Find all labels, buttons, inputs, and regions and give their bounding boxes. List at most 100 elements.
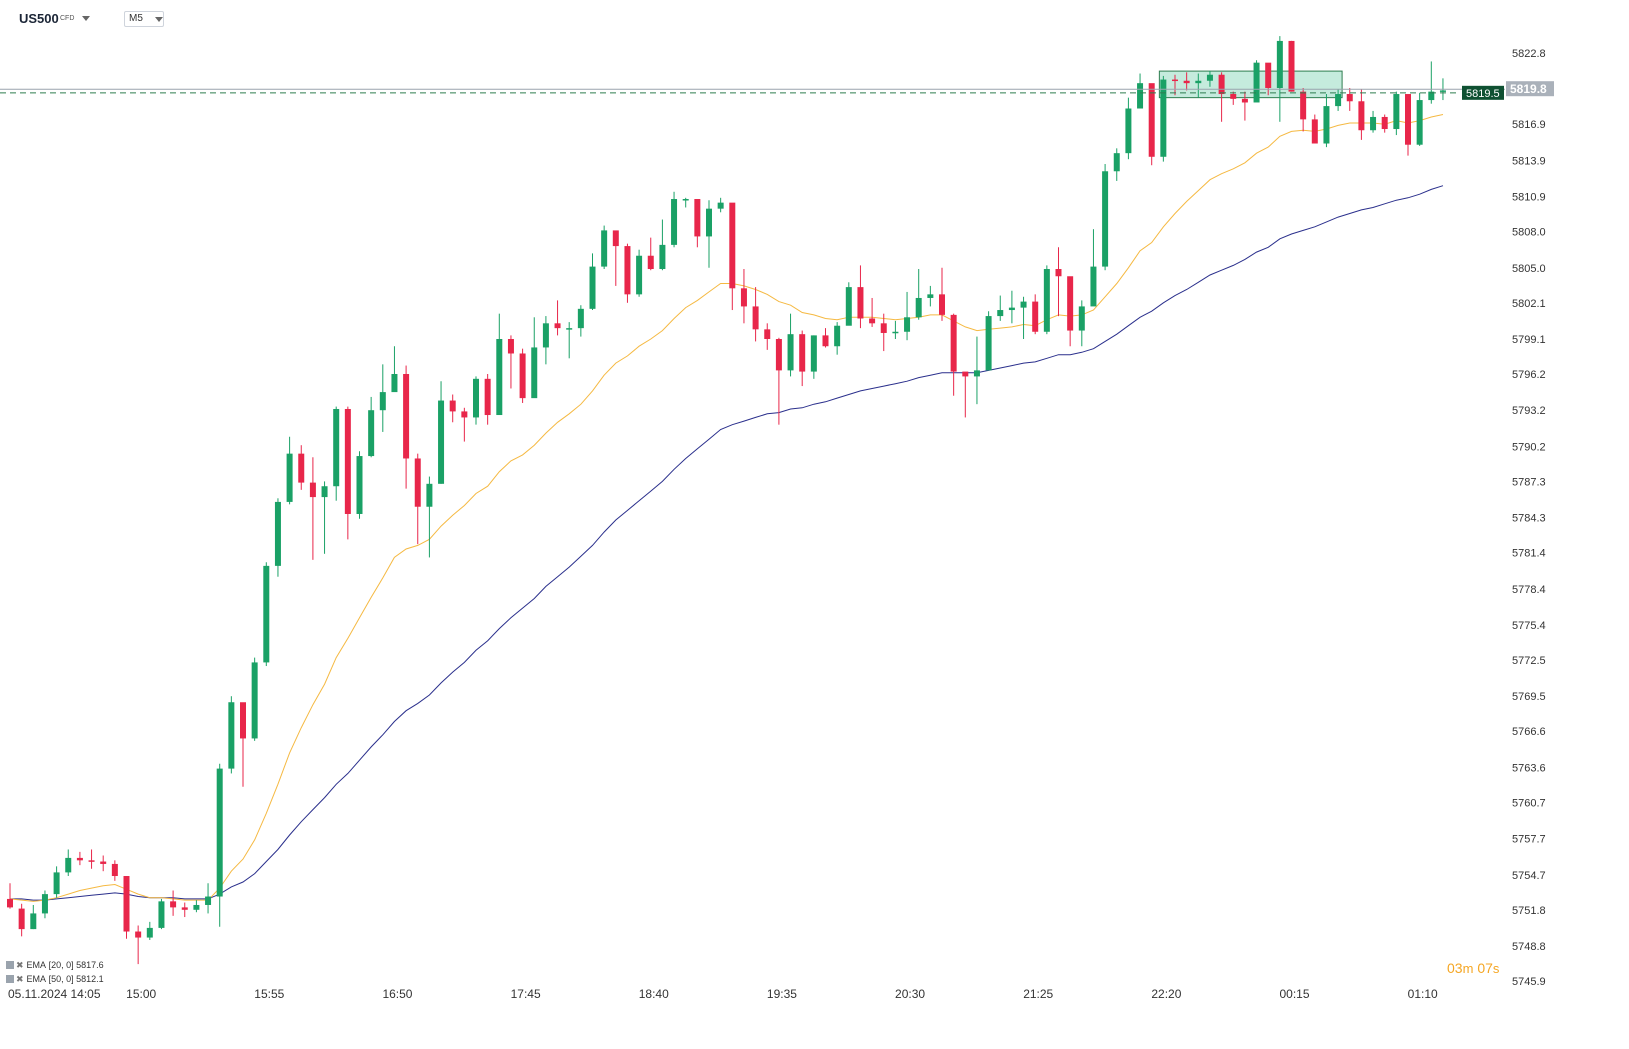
candle-body	[344, 408, 351, 514]
candle	[53, 866, 60, 898]
candle-body	[997, 310, 1004, 317]
candle-body	[717, 202, 724, 209]
candle	[76, 851, 83, 866]
x-tick-label: 00:15	[1280, 987, 1310, 1001]
candle	[228, 696, 235, 774]
chevron-down-icon	[155, 17, 163, 22]
candle	[694, 199, 701, 248]
candle	[1311, 114, 1318, 144]
symbol-label[interactable]: US500	[19, 11, 59, 26]
candle	[787, 313, 794, 377]
candle-body	[1206, 74, 1213, 81]
y-tick-label: 5808.0	[1512, 227, 1546, 239]
candle	[601, 225, 608, 270]
candle	[1137, 73, 1144, 109]
candle	[1172, 74, 1178, 96]
candle-body	[1335, 94, 1342, 107]
countdown-seconds-unit: s	[1492, 961, 1500, 976]
candle-body	[566, 328, 573, 330]
candle-body	[65, 857, 72, 873]
candle-body	[869, 318, 876, 324]
candle-body	[752, 306, 759, 330]
candle-body	[1195, 80, 1202, 84]
candle-body	[624, 246, 631, 295]
candle	[496, 313, 503, 416]
candle-body	[927, 294, 934, 298]
y-axis: 5822.8 5819.8 5816.9 5813.9 5810.9 5808.0 5805…	[1512, 48, 1546, 988]
candle-body	[764, 329, 771, 340]
close-icon[interactable]: ✖	[16, 974, 24, 984]
y-tick-label: 5745.9	[1512, 976, 1546, 988]
indicator-params: [20, 0]	[48, 960, 74, 970]
indicator-name: EMA	[26, 960, 47, 970]
indicator-legend-ema20[interactable]: ✖ EMA [20, 0] 5817.6	[6, 960, 104, 971]
bid-tag-label: 5819.5	[1466, 88, 1500, 100]
indicator-value: 5817.6	[76, 960, 104, 970]
candle-body	[729, 202, 736, 289]
candle	[240, 702, 246, 787]
instrument-type-label: CFD	[60, 15, 75, 22]
candle-body	[531, 347, 538, 399]
candle-body	[950, 314, 957, 372]
y-tick-label: 5805.0	[1512, 263, 1546, 275]
x-tick-label: 17:45	[511, 987, 541, 1001]
ema20-line	[9, 114, 1444, 902]
x-tick-label: 18:40	[639, 987, 669, 1001]
indicator-icon	[6, 961, 14, 969]
candle	[333, 406, 340, 501]
candle-body	[216, 768, 223, 897]
candle-body	[507, 339, 514, 354]
y-tick-label: 5784.3	[1512, 513, 1546, 525]
candle	[1183, 72, 1190, 91]
y-tick-label: 5760.7	[1512, 797, 1546, 809]
candle	[869, 297, 876, 327]
candle-body	[787, 334, 794, 371]
candle-body	[671, 199, 678, 245]
candle	[1346, 87, 1353, 111]
candle	[449, 394, 456, 423]
y-tick-label: 5796.2	[1512, 369, 1546, 381]
candle	[1148, 83, 1155, 166]
candle-body	[251, 662, 258, 739]
close-icon[interactable]: ✖	[16, 960, 24, 970]
y-tick-label: 5766.6	[1512, 726, 1546, 738]
candle	[1393, 91, 1400, 136]
y-tick-label: 5816.9	[1512, 119, 1546, 131]
indicator-icon	[6, 975, 14, 983]
candle-body	[962, 371, 969, 377]
candle	[379, 364, 386, 432]
y-tick-label: 5813.9	[1512, 155, 1546, 167]
candle-body	[612, 230, 619, 247]
candle-body	[1381, 116, 1388, 130]
candle-body	[554, 323, 561, 329]
candle	[612, 230, 619, 286]
candle	[799, 330, 806, 387]
x-tick-label: 20:30	[895, 987, 925, 1001]
candle-body	[845, 287, 852, 326]
candle-body	[880, 323, 887, 333]
chevron-down-icon[interactable]	[82, 16, 90, 21]
candle-body	[135, 931, 142, 938]
candle	[531, 317, 538, 399]
candle	[321, 481, 328, 554]
candle-body	[170, 901, 177, 908]
candle-body	[193, 904, 200, 910]
candle	[647, 237, 654, 271]
indicator-legend-ema50[interactable]: ✖ EMA [50, 0] 5812.1	[6, 974, 104, 985]
candle	[263, 562, 270, 667]
candle-body	[473, 378, 479, 418]
y-tick-label: 5769.5	[1512, 691, 1546, 703]
candle	[1160, 75, 1167, 162]
candle	[181, 902, 188, 918]
candle-body	[1067, 276, 1074, 331]
candle	[100, 855, 107, 872]
timeframe-select[interactable]: M5	[124, 11, 164, 27]
candle-body	[1125, 108, 1132, 154]
y-tick-label: 5772.5	[1512, 655, 1546, 667]
candle	[997, 295, 1004, 321]
candle	[309, 457, 316, 560]
y-tick-label: 5799.1	[1512, 334, 1546, 346]
candle-body	[904, 317, 911, 332]
candle	[845, 282, 852, 326]
